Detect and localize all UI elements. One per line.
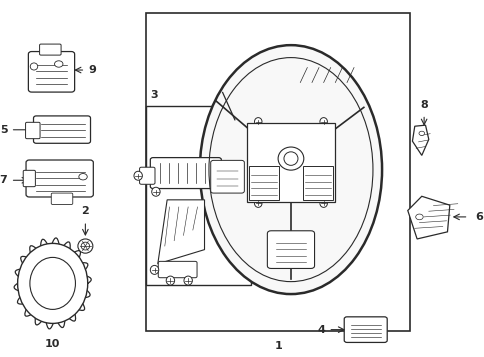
Text: 9: 9: [89, 65, 96, 75]
FancyBboxPatch shape: [23, 170, 35, 187]
FancyBboxPatch shape: [33, 116, 91, 143]
Ellipse shape: [283, 152, 297, 165]
Bar: [302, 166, 333, 200]
Ellipse shape: [150, 265, 158, 275]
Text: 5: 5: [0, 125, 7, 135]
FancyBboxPatch shape: [40, 44, 61, 55]
Ellipse shape: [199, 45, 381, 294]
Text: 2: 2: [81, 206, 89, 216]
FancyBboxPatch shape: [139, 167, 155, 184]
Ellipse shape: [415, 214, 423, 220]
Text: 6: 6: [474, 212, 483, 222]
FancyBboxPatch shape: [51, 193, 73, 205]
Ellipse shape: [277, 147, 303, 170]
Bar: [146, 13, 409, 331]
Ellipse shape: [30, 257, 76, 310]
Ellipse shape: [151, 187, 160, 196]
Ellipse shape: [17, 243, 88, 323]
Text: 10: 10: [45, 339, 60, 349]
Text: 8: 8: [419, 100, 427, 110]
FancyBboxPatch shape: [26, 160, 93, 197]
Text: 3: 3: [151, 90, 158, 100]
Ellipse shape: [183, 276, 192, 285]
Polygon shape: [157, 200, 204, 264]
Text: 4: 4: [317, 325, 324, 335]
Bar: [248, 166, 279, 200]
FancyBboxPatch shape: [29, 51, 75, 92]
Ellipse shape: [79, 174, 87, 180]
Ellipse shape: [81, 242, 90, 250]
Ellipse shape: [30, 63, 38, 70]
Ellipse shape: [319, 200, 327, 207]
Ellipse shape: [254, 117, 261, 126]
Bar: [246, 124, 334, 202]
FancyBboxPatch shape: [26, 122, 40, 139]
Ellipse shape: [134, 171, 142, 180]
Text: 7: 7: [0, 175, 7, 185]
FancyBboxPatch shape: [217, 173, 228, 186]
Ellipse shape: [166, 276, 174, 285]
Ellipse shape: [78, 239, 92, 253]
FancyBboxPatch shape: [158, 261, 197, 278]
Polygon shape: [407, 196, 449, 239]
Bar: [146, 106, 251, 285]
FancyBboxPatch shape: [344, 317, 386, 342]
FancyBboxPatch shape: [267, 231, 314, 268]
Ellipse shape: [54, 61, 63, 67]
Ellipse shape: [254, 200, 261, 207]
FancyBboxPatch shape: [210, 160, 244, 193]
Polygon shape: [411, 125, 428, 155]
Ellipse shape: [319, 117, 327, 126]
Text: 1: 1: [273, 341, 281, 351]
FancyBboxPatch shape: [150, 157, 221, 188]
Ellipse shape: [418, 131, 424, 135]
